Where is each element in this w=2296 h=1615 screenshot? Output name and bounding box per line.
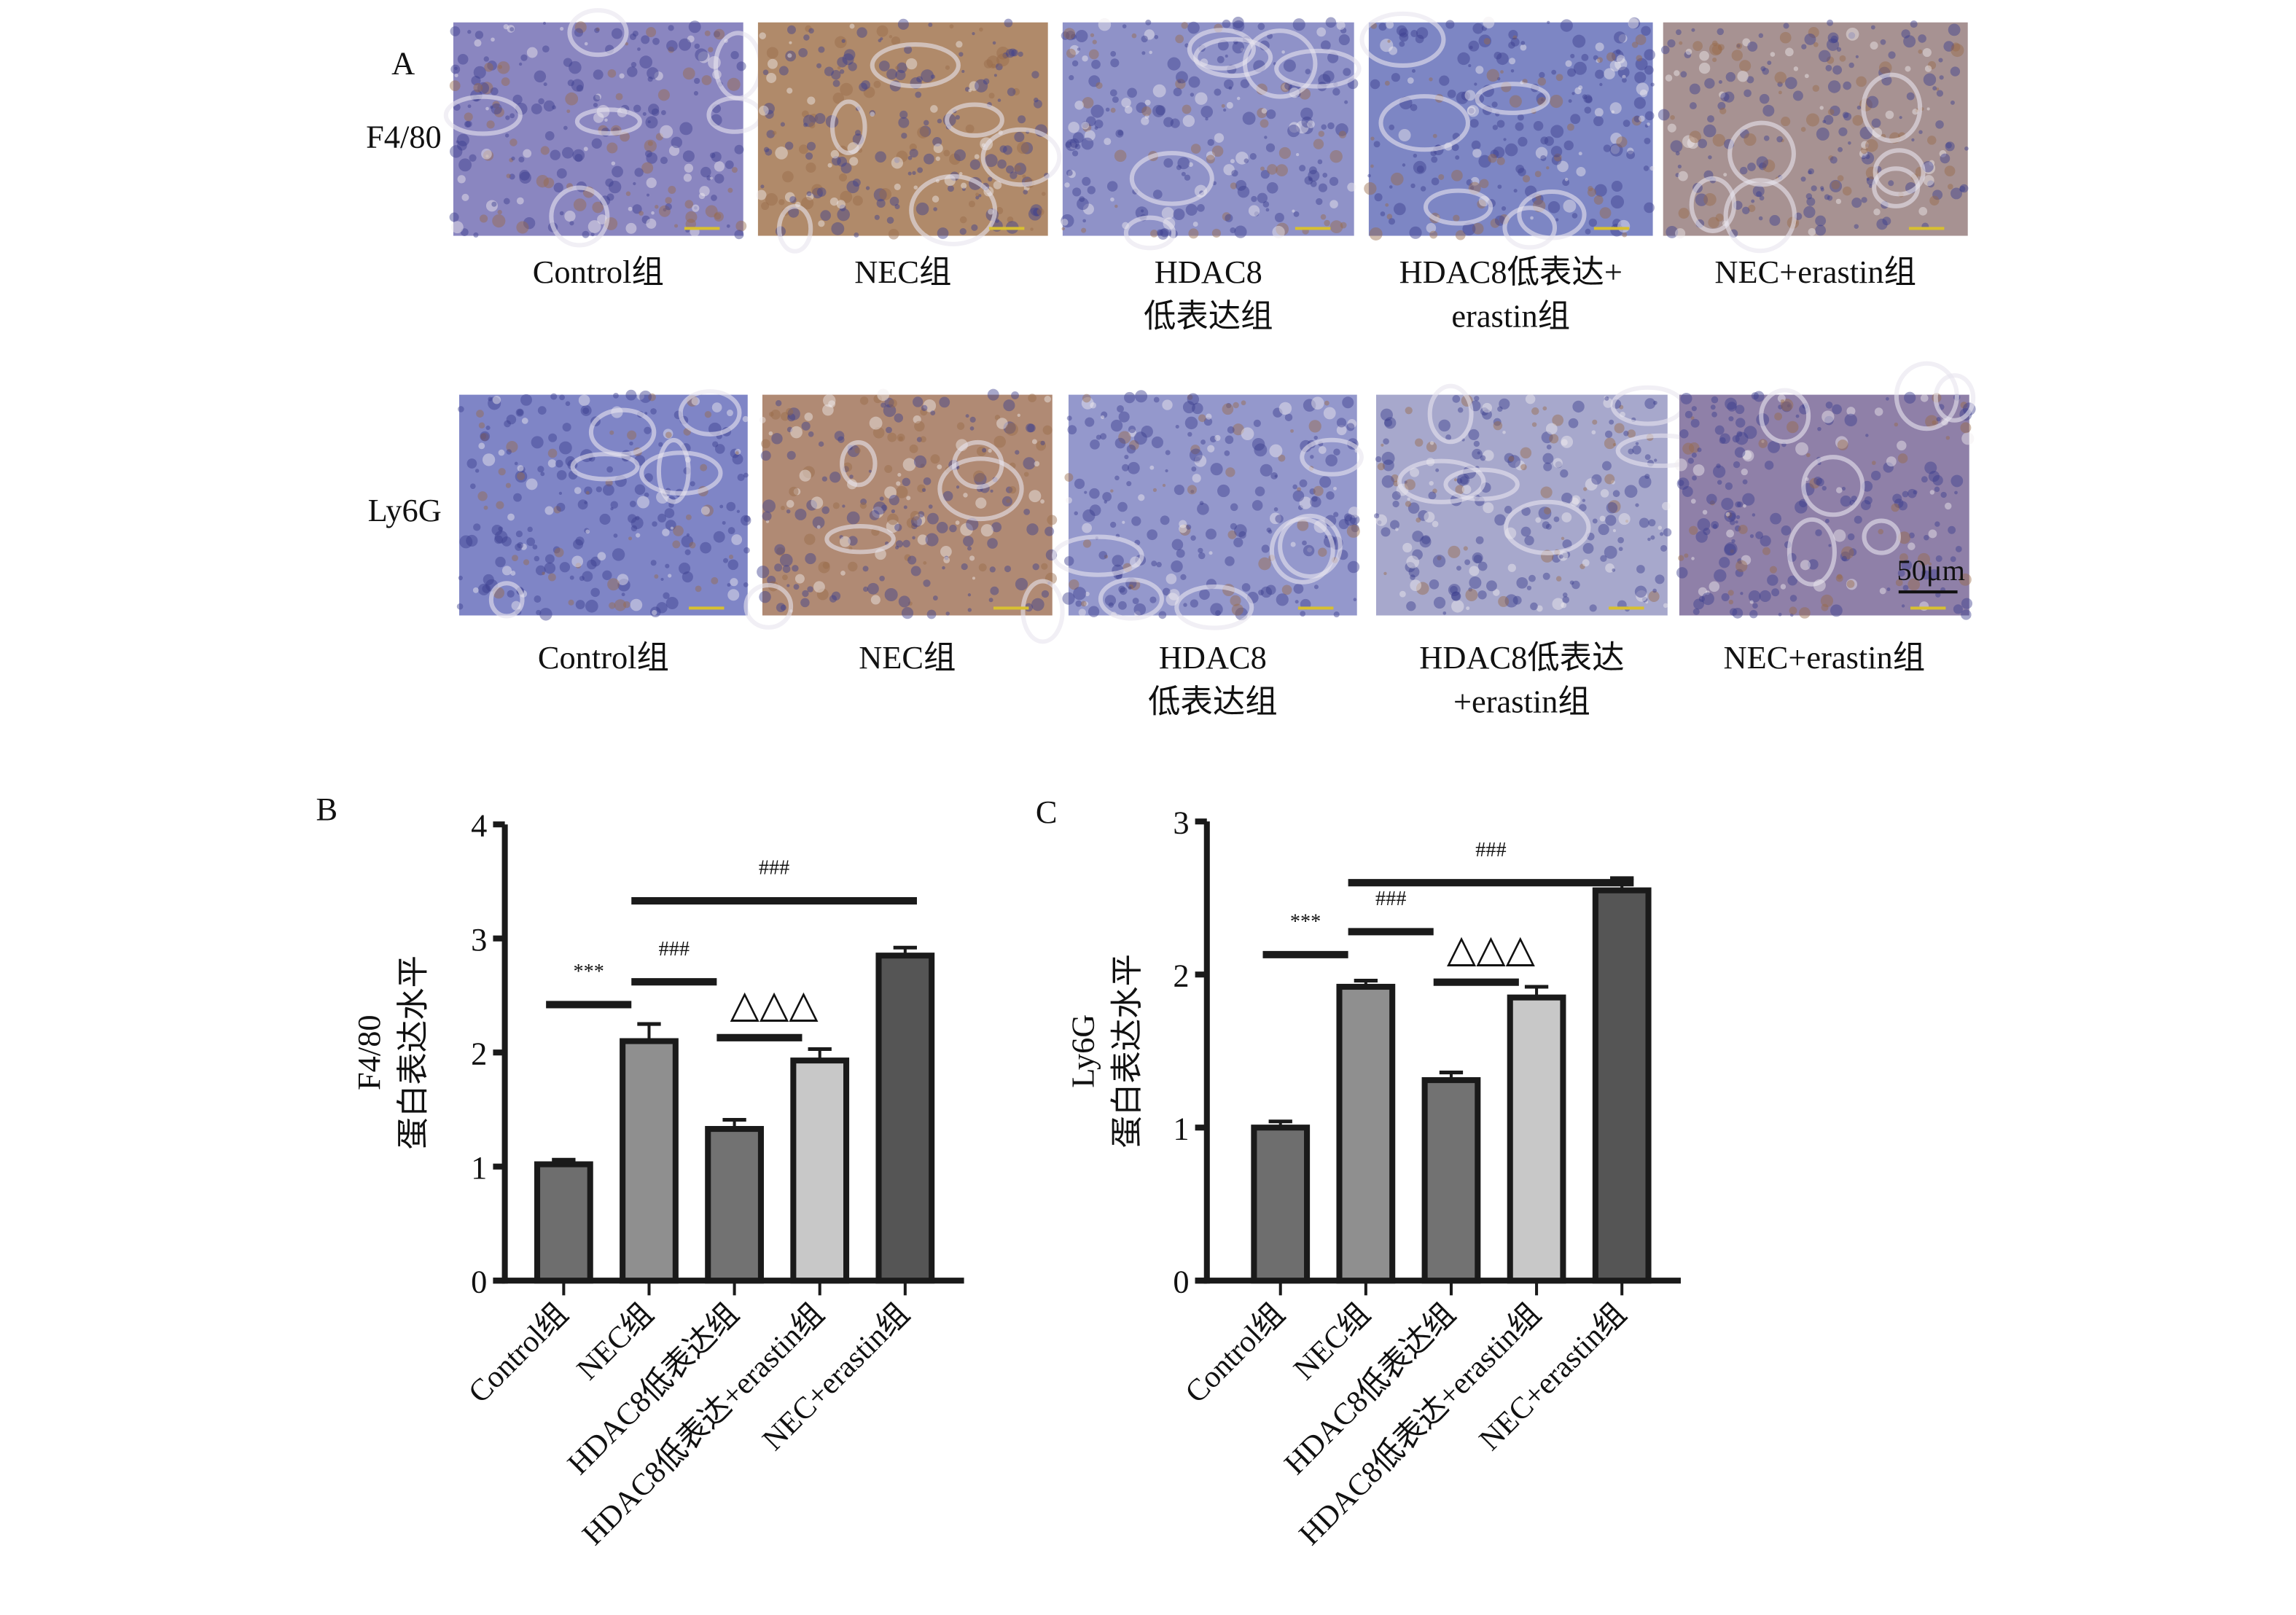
image-caption: 低表达组 xyxy=(1144,298,1273,335)
bar xyxy=(1251,1125,1311,1284)
y-tick-label: 1 xyxy=(1173,1110,1189,1146)
histology-image xyxy=(756,18,1062,254)
y-tick-label: 2 xyxy=(471,1035,487,1071)
y-axis-label: F4/80 xyxy=(351,1014,387,1090)
y-tick-label: 0 xyxy=(1173,1263,1189,1299)
bar xyxy=(705,1126,764,1284)
significance-label: ### xyxy=(1475,839,1506,861)
bar xyxy=(534,1161,593,1284)
x-tick-label: NEC+erastin组 xyxy=(1472,1297,1633,1457)
significance-label: △△△ xyxy=(730,984,819,1026)
histology-image xyxy=(1374,383,1707,616)
image-caption: +erastin组 xyxy=(1453,684,1590,720)
histology-image xyxy=(443,8,763,248)
significance-label: *** xyxy=(574,961,604,983)
significance-label: ### xyxy=(1375,888,1406,910)
image-caption: HDAC8 xyxy=(1159,639,1267,676)
significance-label: *** xyxy=(1290,911,1321,934)
histology-image xyxy=(1674,361,1976,620)
image-caption: HDAC8低表达+ xyxy=(1399,254,1623,290)
image-caption: Control组 xyxy=(538,639,669,676)
row-marker-label: Ly6G xyxy=(368,492,442,528)
image-caption: NEC组 xyxy=(854,254,951,290)
bar xyxy=(1421,1077,1481,1284)
histology-image xyxy=(743,388,1065,644)
image-caption: HDAC8低表达 xyxy=(1419,639,1624,676)
x-tick-label: Control组 xyxy=(462,1297,575,1409)
image-caption: Control组 xyxy=(533,254,664,290)
image-caption: NEC组 xyxy=(859,639,956,676)
panel-a-label: A xyxy=(391,44,415,81)
x-tick-label: NEC+erastin组 xyxy=(756,1297,916,1457)
histology-image xyxy=(1657,19,1969,254)
bar xyxy=(790,1057,850,1284)
y-tick-label: 3 xyxy=(471,921,487,958)
image-caption: erastin组 xyxy=(1451,298,1570,335)
y-tick-label: 2 xyxy=(1173,957,1189,993)
image-caption: NEC+erastin组 xyxy=(1714,254,1916,290)
histology-image xyxy=(1359,11,1655,250)
panel-label: B xyxy=(316,791,337,827)
histology-image xyxy=(1052,390,1364,630)
significance-label: ### xyxy=(759,857,789,880)
bar xyxy=(875,953,935,1284)
y-tick-label: 3 xyxy=(1173,804,1189,840)
image-caption: 低表达组 xyxy=(1148,684,1278,720)
histology-image xyxy=(456,389,751,621)
row-marker-label: F4/80 xyxy=(366,118,442,155)
chart-b: BF4/80 蛋白表达水平01234Control组NEC组HDAC8低表达组HD… xyxy=(316,791,964,1552)
bar xyxy=(1592,887,1652,1284)
y-axis-label: 蛋白表达水平 xyxy=(1109,954,1145,1148)
image-caption: NEC+erastin组 xyxy=(1724,639,1926,676)
y-tick-label: 4 xyxy=(471,807,487,843)
bar xyxy=(1507,994,1566,1284)
scale-bar-label: 50μm xyxy=(1897,554,1965,587)
significance-label: △△△ xyxy=(1447,928,1536,970)
y-axis-label: Ly6G xyxy=(1064,1014,1101,1088)
x-tick-label: Control组 xyxy=(1179,1297,1292,1409)
y-tick-label: 1 xyxy=(471,1149,487,1186)
bar xyxy=(1336,983,1396,1284)
histology-image xyxy=(1061,16,1362,251)
panel-label: C xyxy=(1036,794,1058,830)
bar xyxy=(620,1038,679,1284)
image-caption: HDAC8 xyxy=(1155,254,1262,290)
y-tick-label: 0 xyxy=(471,1263,487,1299)
significance-label: ### xyxy=(659,938,690,961)
y-axis-label: 蛋白表达水平 xyxy=(395,955,432,1149)
